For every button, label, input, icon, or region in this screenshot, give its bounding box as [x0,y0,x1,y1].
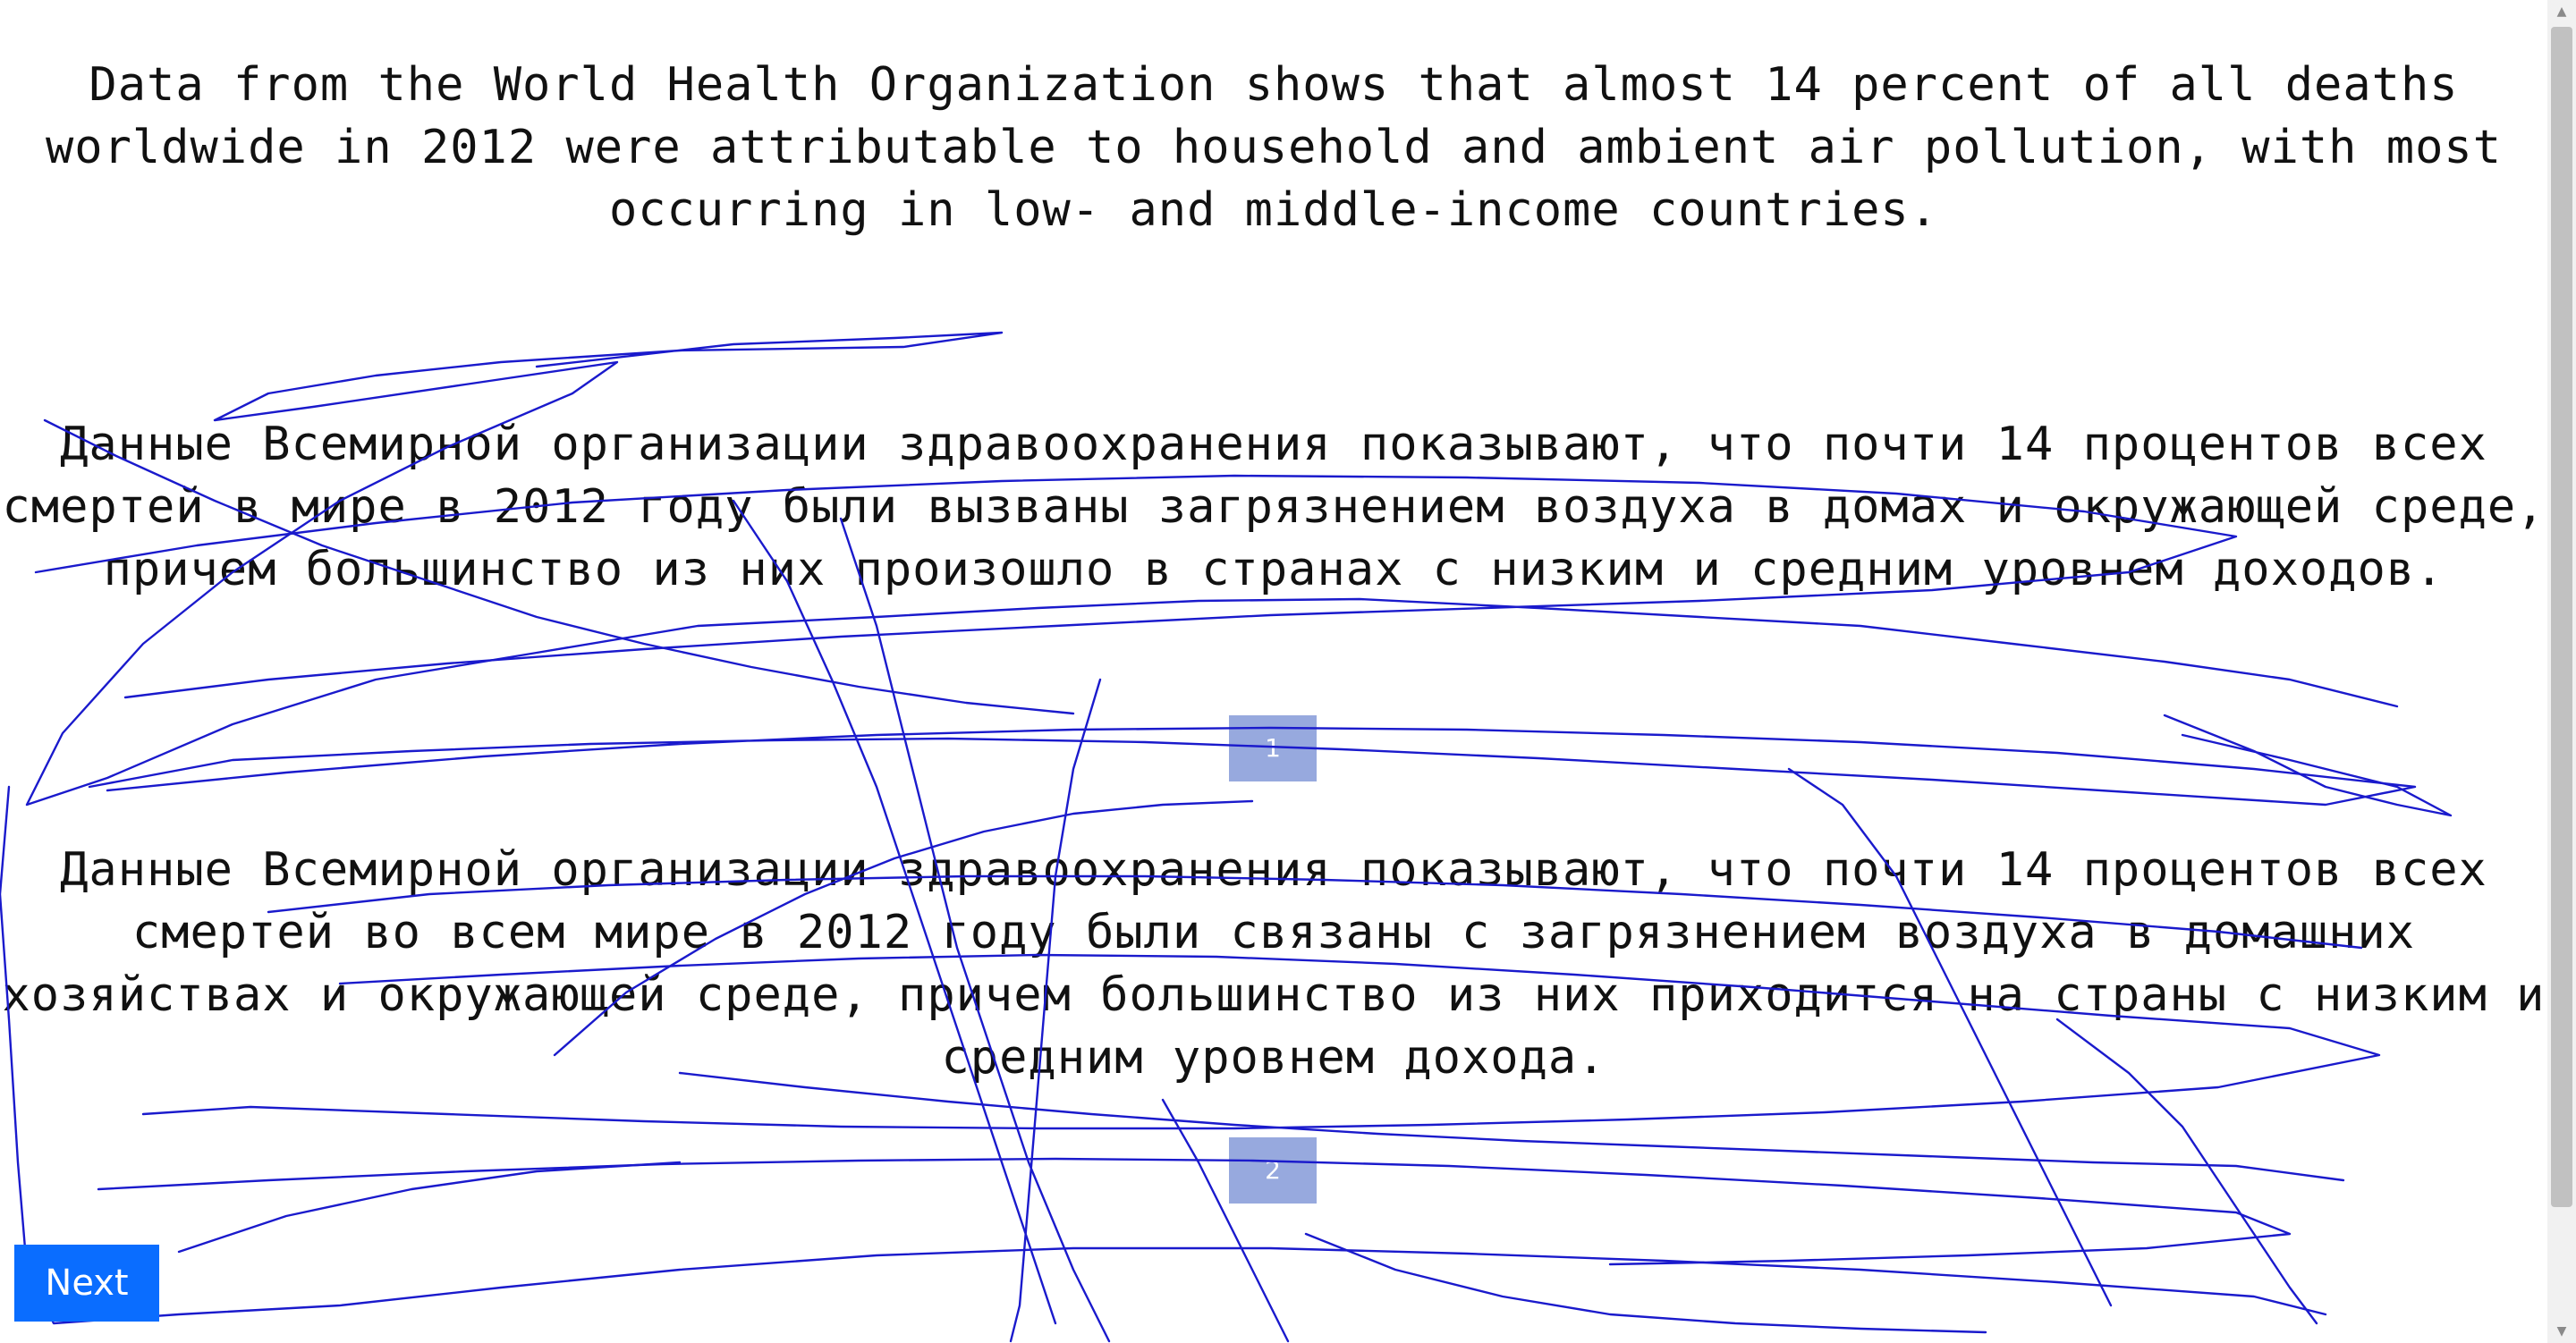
next-button[interactable]: Next [14,1245,159,1322]
mouse-trail-line [177,1161,682,1254]
choose-translation-2-button[interactable]: 2 [1229,1137,1317,1204]
mouse-trail-line [1304,1232,1987,1334]
translation-option-2: Данные Всемирной организации здравоохран… [2,843,2546,1085]
mouse-trail-line [2163,714,2453,817]
translation-option-1: Данные Всемирной организации здравоохран… [2,418,2546,596]
scroll-down-arrow-icon[interactable]: ▼ [2556,1324,2567,1339]
scroll-up-arrow-icon[interactable]: ▲ [2556,4,2567,19]
vertical-scrollbar[interactable]: ▲ ▼ [2547,0,2576,1343]
mouse-trail-line [678,1071,2345,1182]
source-sentence: Data from the World Health Organization … [45,58,2503,237]
scrollbar-thumb[interactable] [2551,27,2572,1207]
mouse-trail-line [97,1157,2292,1266]
mouse-trail-line [1161,1098,1290,1343]
choose-translation-1-button[interactable]: 1 [1229,715,1317,781]
